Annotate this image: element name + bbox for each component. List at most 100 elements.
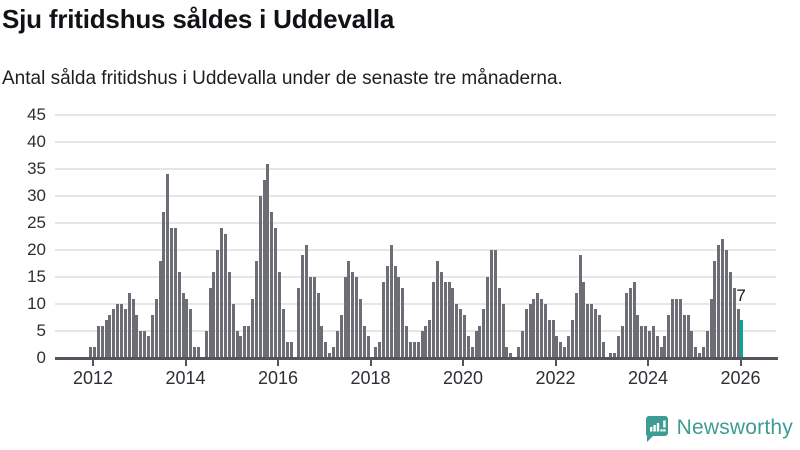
- bar: [609, 352, 613, 358]
- bar: [447, 282, 451, 358]
- bar: [721, 239, 725, 358]
- bar: [613, 352, 617, 358]
- bar: [135, 314, 139, 358]
- bar: [686, 314, 690, 358]
- bar: [651, 325, 655, 358]
- bar: [582, 282, 586, 358]
- highlighted-bar: [740, 320, 744, 358]
- bar: [185, 298, 189, 358]
- bar: [725, 250, 729, 358]
- bar: [358, 298, 362, 358]
- x-axis-tick: [554, 359, 557, 366]
- bar: [540, 298, 544, 358]
- y-axis-tick-label: 35: [27, 159, 46, 178]
- bar: [428, 320, 432, 358]
- bar: [459, 309, 463, 358]
- bar: [551, 320, 555, 358]
- bar: [143, 331, 147, 358]
- bar: [505, 347, 509, 358]
- bar: [347, 260, 351, 358]
- bar: [224, 233, 228, 358]
- bar: [119, 304, 123, 358]
- y-axis-tick-label: 25: [27, 213, 46, 232]
- bar: [578, 255, 582, 358]
- bar: [432, 282, 436, 358]
- bar: [220, 228, 224, 358]
- bar: [709, 298, 713, 358]
- bar: [636, 314, 640, 358]
- bar: [570, 320, 574, 358]
- y-axis-tick-label: 40: [27, 132, 46, 151]
- bar: [112, 309, 116, 358]
- bar: [690, 331, 694, 358]
- bar: [150, 314, 154, 358]
- bar: [516, 347, 520, 358]
- x-axis-tick: [647, 359, 649, 366]
- bar: [667, 314, 671, 358]
- gridline: [55, 168, 776, 170]
- bar: [239, 336, 243, 358]
- bar: [181, 293, 185, 358]
- bar: [586, 304, 590, 358]
- bar: [93, 347, 97, 358]
- bar: [335, 331, 339, 358]
- bar: [409, 341, 413, 358]
- bar: [382, 282, 386, 358]
- x-axis-tick-label: 2026: [720, 368, 761, 388]
- bar: [624, 293, 628, 358]
- bar: [489, 250, 493, 358]
- gridline: [55, 249, 776, 251]
- bar: [632, 282, 636, 358]
- bar: [362, 325, 366, 358]
- x-axis-tick-label: 2016: [257, 368, 299, 388]
- bar: [547, 320, 551, 358]
- x-axis-tick: [369, 359, 372, 366]
- chart-title: Sju fritidshus såldes i Uddevalla: [2, 4, 395, 34]
- y-axis-tick-label: 45: [27, 105, 46, 124]
- bar: [385, 266, 389, 358]
- gridline: [55, 114, 776, 116]
- bar: [139, 331, 143, 358]
- bar: [567, 336, 571, 358]
- y-axis-tick-label: 20: [27, 240, 46, 259]
- bar: [732, 287, 736, 358]
- bar: [204, 331, 208, 358]
- x-axis-line: [55, 357, 778, 360]
- bar: [439, 271, 443, 358]
- bar: [559, 341, 563, 358]
- bar: [663, 336, 667, 358]
- bar: [621, 325, 625, 358]
- bar: [127, 293, 131, 358]
- bar: [212, 271, 216, 358]
- bar: [694, 347, 698, 358]
- bar: [412, 341, 416, 358]
- bar: [162, 212, 166, 358]
- y-axis-tick-label: 15: [27, 267, 46, 286]
- bar: [308, 277, 312, 358]
- bar: [108, 314, 112, 358]
- bar: [462, 314, 466, 358]
- bar: [717, 244, 721, 358]
- gridline: [55, 303, 776, 305]
- bar: [216, 250, 220, 358]
- bar: [304, 244, 308, 358]
- newsworthy-logo: Newsworthy: [643, 414, 793, 442]
- bar: [270, 212, 274, 358]
- bar: [486, 277, 490, 358]
- bar: [590, 304, 594, 358]
- y-axis-tick-label: 5: [36, 321, 46, 340]
- bar: [644, 325, 648, 358]
- y-axis-tick-label: 30: [27, 186, 46, 205]
- bar: [698, 352, 702, 358]
- bar: [451, 287, 455, 358]
- bar: [628, 287, 632, 358]
- x-axis-tick: [739, 359, 742, 366]
- bar: [297, 287, 301, 358]
- bar: [416, 341, 420, 358]
- bar: [478, 325, 482, 358]
- bar: [443, 282, 447, 358]
- bar: [482, 309, 486, 358]
- bar: [594, 309, 598, 358]
- bar: [193, 347, 197, 358]
- bar: [266, 163, 270, 358]
